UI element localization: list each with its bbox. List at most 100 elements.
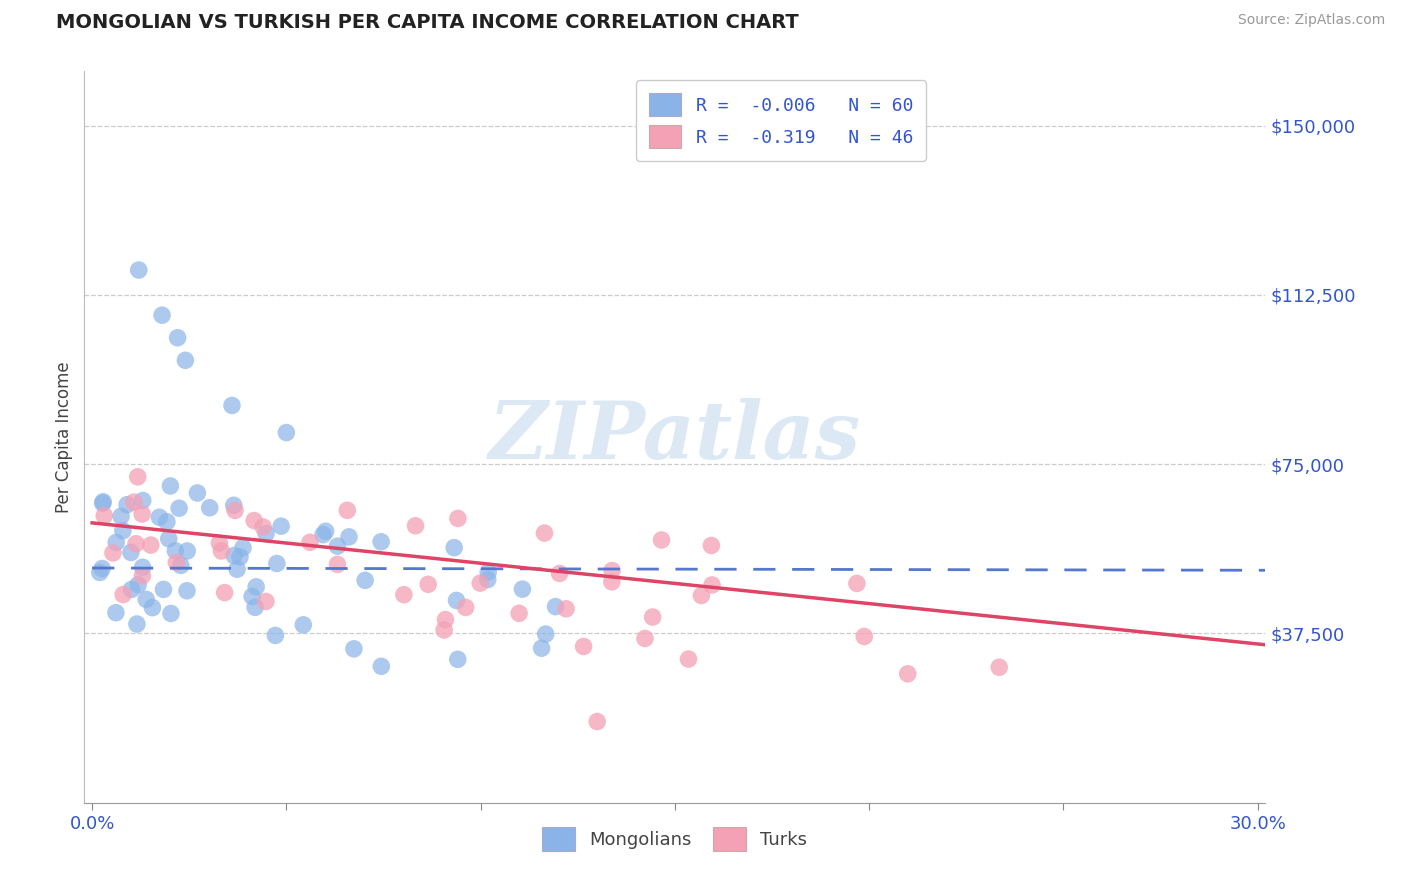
Point: [299, 535, 322, 549]
Point: [370, 534, 392, 549]
Point: [315, 524, 337, 539]
Point: [266, 557, 288, 571]
Point: [125, 537, 148, 551]
Point: [240, 590, 263, 604]
Point: [354, 574, 377, 588]
Point: [125, 617, 148, 632]
Point: [101, 546, 124, 560]
Point: [845, 576, 868, 591]
Point: [170, 558, 193, 573]
Point: [91, 496, 114, 510]
Point: [600, 564, 623, 578]
Point: [700, 578, 723, 592]
Point: [198, 500, 221, 515]
Point: [418, 577, 440, 591]
Point: [159, 479, 181, 493]
Point: [641, 610, 664, 624]
Y-axis label: Per Capita Income: Per Capita Income: [55, 361, 73, 513]
Point: [292, 617, 315, 632]
Point: [121, 582, 143, 597]
Point: [897, 666, 920, 681]
Point: [132, 493, 155, 508]
Point: [165, 543, 187, 558]
Point: [166, 331, 188, 345]
Point: [224, 549, 246, 563]
Point: [600, 574, 623, 589]
Point: [326, 539, 349, 553]
Point: [229, 549, 252, 564]
Point: [245, 580, 267, 594]
Point: [156, 515, 179, 529]
Point: [148, 510, 170, 524]
Point: [115, 498, 138, 512]
Point: [678, 652, 700, 666]
Point: [120, 545, 142, 559]
Point: [150, 308, 173, 322]
Point: [105, 535, 128, 549]
Point: [167, 501, 190, 516]
Point: [157, 532, 180, 546]
Point: [534, 627, 557, 641]
Point: [232, 541, 254, 555]
Point: [222, 498, 245, 512]
Point: [226, 562, 249, 576]
Point: [634, 632, 657, 646]
Point: [252, 520, 274, 534]
Point: [112, 588, 135, 602]
Point: [127, 470, 149, 484]
Point: [544, 599, 567, 614]
Point: [651, 533, 673, 547]
Point: [270, 519, 292, 533]
Point: [443, 541, 465, 555]
Point: [512, 582, 534, 596]
Point: [176, 544, 198, 558]
Point: [548, 566, 571, 581]
Point: [508, 607, 530, 621]
Point: [533, 526, 555, 541]
Point: [174, 353, 197, 368]
Point: [555, 601, 578, 615]
Point: [208, 536, 231, 550]
Point: [853, 630, 876, 644]
Point: [89, 566, 111, 580]
Point: [447, 511, 470, 525]
Point: [104, 606, 127, 620]
Point: [434, 613, 457, 627]
Legend: Mongolians, Turks: Mongolians, Turks: [533, 818, 817, 860]
Point: [433, 623, 456, 637]
Point: [224, 503, 246, 517]
Point: [110, 509, 132, 524]
Point: [312, 527, 335, 541]
Point: [988, 660, 1011, 674]
Point: [470, 576, 492, 591]
Point: [254, 594, 277, 608]
Point: [131, 507, 153, 521]
Point: [477, 573, 499, 587]
Point: [128, 263, 150, 277]
Point: [586, 714, 609, 729]
Point: [127, 577, 149, 591]
Point: [690, 589, 713, 603]
Point: [209, 544, 232, 558]
Point: [91, 561, 114, 575]
Point: [139, 538, 162, 552]
Point: [276, 425, 298, 440]
Point: [572, 640, 595, 654]
Point: [214, 585, 236, 599]
Point: [336, 503, 359, 517]
Point: [447, 652, 470, 666]
Point: [135, 592, 157, 607]
Text: Source: ZipAtlas.com: Source: ZipAtlas.com: [1237, 13, 1385, 28]
Point: [111, 524, 134, 538]
Point: [152, 582, 174, 597]
Point: [122, 495, 145, 509]
Point: [454, 600, 477, 615]
Point: [477, 565, 499, 579]
Point: [165, 556, 187, 570]
Point: [131, 569, 153, 583]
Point: [254, 526, 277, 541]
Text: ZIPatlas: ZIPatlas: [489, 399, 860, 475]
Point: [160, 607, 183, 621]
Point: [176, 583, 198, 598]
Point: [243, 514, 266, 528]
